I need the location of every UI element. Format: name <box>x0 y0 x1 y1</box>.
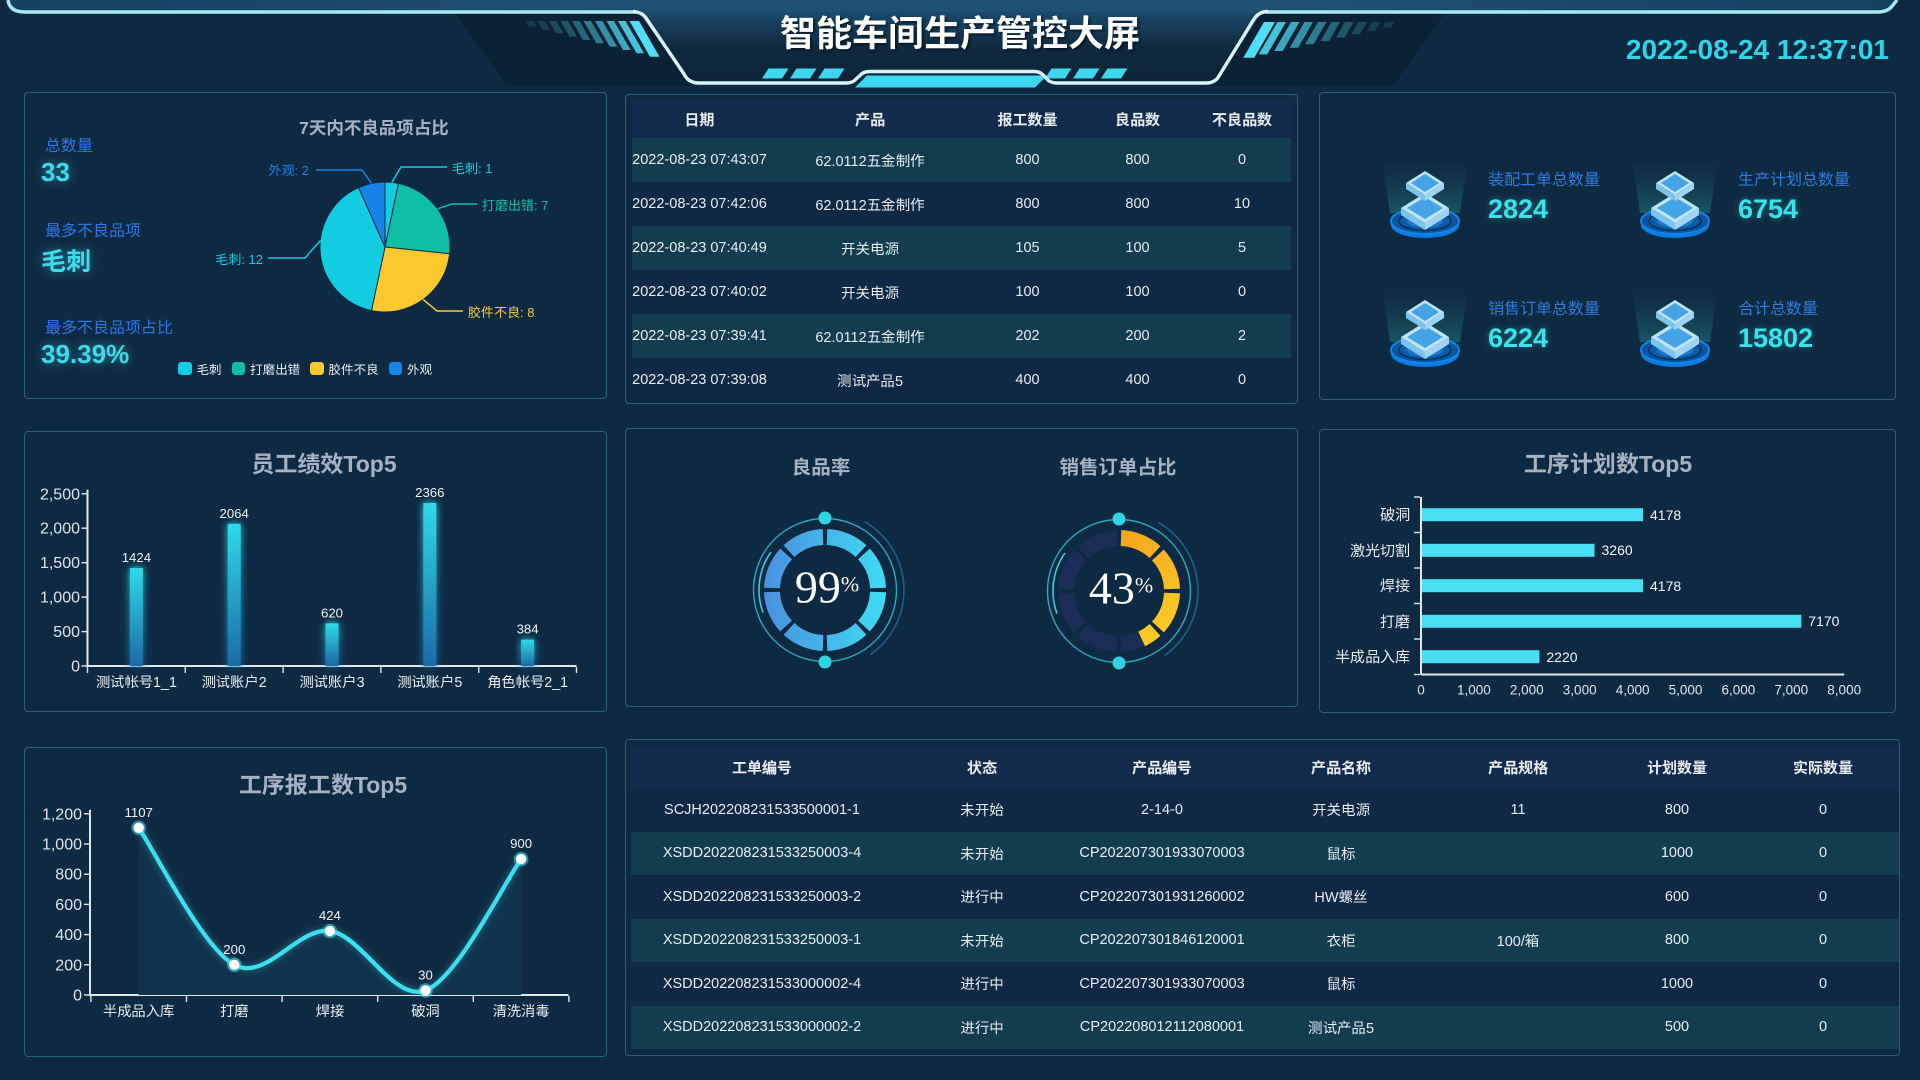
svg-text:500: 500 <box>53 624 80 641</box>
svg-text:8,000: 8,000 <box>1827 683 1861 698</box>
svg-text:620: 620 <box>321 605 343 620</box>
svg-text:384: 384 <box>517 622 539 637</box>
svg-text:30: 30 <box>418 968 433 983</box>
svg-text:测试账户5: 测试账户5 <box>397 674 462 691</box>
svg-text:焊接: 焊接 <box>1380 578 1410 595</box>
svg-text:破洞: 破洞 <box>411 1004 440 1020</box>
svg-text:3,000: 3,000 <box>1563 683 1597 698</box>
svg-text:0: 0 <box>73 988 82 1005</box>
svg-text:1,000: 1,000 <box>40 590 80 607</box>
svg-text:4178: 4178 <box>1650 507 1681 523</box>
svg-text:激光切割: 激光切割 <box>1350 542 1410 560</box>
svg-text:3260: 3260 <box>1602 542 1633 558</box>
svg-text:打磨: 打磨 <box>220 1003 249 1020</box>
svg-text:2220: 2220 <box>1546 649 1577 665</box>
svg-text:测试账户3: 测试账户3 <box>299 674 364 691</box>
svg-text:200: 200 <box>223 942 245 957</box>
svg-text:0: 0 <box>71 659 80 676</box>
svg-text:打磨: 打磨 <box>1380 614 1410 631</box>
svg-text:1,200: 1,200 <box>42 806 82 823</box>
svg-text:1107: 1107 <box>125 805 153 820</box>
svg-text:7170: 7170 <box>1808 613 1839 629</box>
svg-text:0: 0 <box>1417 683 1425 698</box>
svg-text:2,000: 2,000 <box>40 521 80 538</box>
svg-text:半成品入库: 半成品入库 <box>103 1003 175 1020</box>
svg-text:2,000: 2,000 <box>1510 683 1544 698</box>
svg-text:600: 600 <box>55 897 82 914</box>
svg-text:5,000: 5,000 <box>1669 683 1703 698</box>
svg-text:424: 424 <box>319 908 341 923</box>
svg-text:800: 800 <box>55 867 82 884</box>
svg-text:角色帐号2_1: 角色帐号2_1 <box>487 674 568 691</box>
svg-text:破洞: 破洞 <box>1380 507 1410 524</box>
svg-text:1424: 1424 <box>122 550 151 565</box>
svg-text:测试账户2: 测试账户2 <box>202 674 267 691</box>
svg-text:4178: 4178 <box>1650 578 1681 594</box>
svg-text:900: 900 <box>510 836 532 851</box>
svg-text:1,500: 1,500 <box>40 555 80 572</box>
svg-text:6,000: 6,000 <box>1722 683 1756 698</box>
svg-text:测试帐号1_1: 测试帐号1_1 <box>96 674 177 691</box>
svg-text:7,000: 7,000 <box>1774 683 1808 698</box>
svg-text:2,500: 2,500 <box>40 486 80 503</box>
svg-text:清洗消毒: 清洗消毒 <box>493 1004 551 1020</box>
svg-text:2366: 2366 <box>415 485 444 500</box>
svg-text:200: 200 <box>55 957 82 974</box>
svg-text:半成品入库: 半成品入库 <box>1335 649 1410 666</box>
svg-text:1,000: 1,000 <box>1457 683 1491 698</box>
svg-text:1,000: 1,000 <box>42 837 82 854</box>
svg-text:焊接: 焊接 <box>316 1004 345 1020</box>
svg-text:400: 400 <box>55 927 82 944</box>
svg-text:4,000: 4,000 <box>1616 683 1650 698</box>
svg-text:2064: 2064 <box>220 506 249 521</box>
